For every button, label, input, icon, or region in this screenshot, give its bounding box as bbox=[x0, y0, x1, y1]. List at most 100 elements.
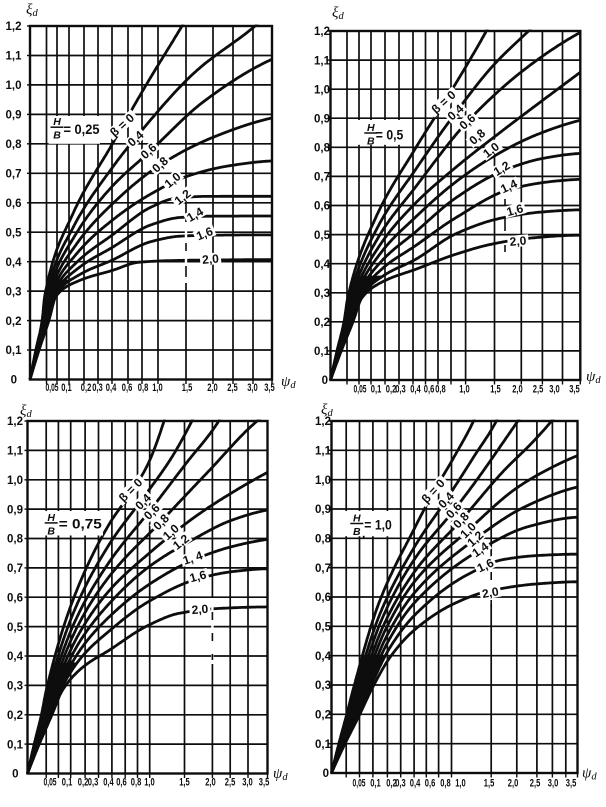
svg-text:0,6: 0,6 bbox=[314, 201, 330, 213]
svg-text:0,1: 0,1 bbox=[6, 345, 23, 357]
svg-text:0,8: 0,8 bbox=[131, 777, 142, 789]
svg-text:0,4: 0,4 bbox=[103, 777, 114, 789]
svg-text:0,4: 0,4 bbox=[410, 777, 421, 789]
svg-text:0,4: 0,4 bbox=[7, 651, 24, 663]
svg-text:2,5: 2,5 bbox=[225, 777, 236, 789]
svg-text:0,05: 0,05 bbox=[354, 384, 367, 396]
svg-text:1,1: 1,1 bbox=[6, 51, 23, 63]
svg-text:1,0: 1,0 bbox=[152, 382, 163, 394]
svg-text:0,3: 0,3 bbox=[395, 777, 406, 789]
svg-text:= 1,0: = 1,0 bbox=[364, 517, 392, 533]
svg-text:0,7: 0,7 bbox=[7, 563, 23, 575]
svg-text:0,1: 0,1 bbox=[315, 739, 332, 751]
svg-text:0,6: 0,6 bbox=[424, 384, 435, 396]
svg-text:0,7: 0,7 bbox=[314, 172, 330, 184]
svg-text:0,2: 0,2 bbox=[78, 777, 89, 789]
svg-text:2,5: 2,5 bbox=[530, 777, 541, 789]
svg-text:0,5: 0,5 bbox=[315, 622, 332, 634]
svg-text:1,2: 1,2 bbox=[314, 26, 330, 38]
svg-text:0,1: 0,1 bbox=[371, 384, 382, 396]
svg-text:0,05: 0,05 bbox=[46, 382, 59, 394]
svg-text:1,6: 1,6 bbox=[194, 224, 215, 243]
svg-text:2,0: 2,0 bbox=[202, 251, 220, 266]
svg-text:0,4: 0,4 bbox=[315, 651, 332, 663]
svg-text:0,4: 0,4 bbox=[410, 384, 421, 396]
svg-text:0,8: 0,8 bbox=[7, 534, 24, 546]
svg-text:0,9: 0,9 bbox=[7, 504, 23, 516]
svg-text:0,5: 0,5 bbox=[7, 622, 24, 634]
svg-text:0,3: 0,3 bbox=[395, 384, 406, 396]
svg-text:1,6: 1,6 bbox=[505, 201, 525, 219]
svg-text:0,2: 0,2 bbox=[314, 317, 330, 329]
svg-text:3,5: 3,5 bbox=[566, 777, 577, 789]
svg-text:1,0: 1,0 bbox=[459, 384, 470, 396]
svg-text:1,1: 1,1 bbox=[7, 446, 24, 458]
svg-text:3,0: 3,0 bbox=[548, 777, 559, 789]
svg-text:1,0: 1,0 bbox=[7, 475, 23, 487]
svg-text:0,6: 0,6 bbox=[116, 777, 127, 789]
svg-text:1,0: 1,0 bbox=[314, 84, 330, 96]
svg-text:0,9: 0,9 bbox=[314, 114, 330, 126]
svg-text:0,6: 0,6 bbox=[122, 382, 133, 394]
svg-text:= 0,5: = 0,5 bbox=[376, 126, 404, 142]
svg-text:1,5: 1,5 bbox=[490, 384, 501, 396]
svg-text:2,0: 2,0 bbox=[207, 382, 218, 394]
svg-text:H: H bbox=[367, 122, 375, 134]
svg-text:1,6: 1,6 bbox=[188, 567, 208, 585]
svg-text:0,5: 0,5 bbox=[314, 230, 331, 242]
svg-text:0,9: 0,9 bbox=[6, 110, 22, 122]
svg-text:1,1: 1,1 bbox=[315, 446, 332, 458]
svg-text:1,5: 1,5 bbox=[484, 777, 495, 789]
svg-text:0,6: 0,6 bbox=[7, 593, 23, 605]
svg-text:0,8: 0,8 bbox=[6, 139, 23, 151]
svg-text:0,4: 0,4 bbox=[6, 257, 23, 269]
svg-text:0,2: 0,2 bbox=[6, 316, 22, 328]
svg-text:0,3: 0,3 bbox=[7, 681, 23, 693]
svg-text:0,2: 0,2 bbox=[7, 710, 23, 722]
svg-text:1,0: 1,0 bbox=[315, 475, 331, 487]
svg-text:0,3: 0,3 bbox=[314, 288, 330, 300]
svg-text:B: B bbox=[353, 526, 361, 538]
svg-text:0,7: 0,7 bbox=[6, 169, 22, 181]
svg-text:0,4: 0,4 bbox=[314, 259, 331, 271]
svg-text:0,2: 0,2 bbox=[315, 710, 331, 722]
svg-text:1, 4: 1, 4 bbox=[181, 548, 205, 568]
svg-text:2,0: 2,0 bbox=[205, 777, 216, 789]
svg-text:0: 0 bbox=[11, 375, 17, 387]
svg-text:0,2: 0,2 bbox=[81, 382, 92, 394]
svg-text:0,6: 0,6 bbox=[315, 592, 331, 604]
svg-text:= 0,25: = 0,25 bbox=[64, 121, 100, 137]
svg-text:1,5: 1,5 bbox=[179, 777, 190, 789]
svg-text:0,2: 0,2 bbox=[386, 384, 397, 396]
svg-text:2,5: 2,5 bbox=[227, 382, 238, 394]
svg-text:H: H bbox=[47, 512, 55, 524]
svg-text:3,0: 3,0 bbox=[247, 382, 258, 394]
svg-text:3,5: 3,5 bbox=[264, 382, 275, 394]
svg-text:0,9: 0,9 bbox=[315, 504, 331, 516]
svg-text:1,2: 1,2 bbox=[6, 21, 22, 33]
svg-text:2,0: 2,0 bbox=[481, 584, 500, 601]
svg-text:3,0: 3,0 bbox=[242, 777, 253, 789]
svg-text:0: 0 bbox=[12, 769, 18, 781]
svg-text:2,5: 2,5 bbox=[533, 384, 544, 396]
svg-text:1,1: 1,1 bbox=[314, 55, 331, 67]
svg-text:2,0: 2,0 bbox=[509, 233, 527, 248]
svg-text:0,1: 0,1 bbox=[61, 382, 71, 394]
svg-text:H: H bbox=[53, 116, 61, 128]
svg-text:0,2: 0,2 bbox=[386, 777, 397, 789]
svg-text:1,0: 1,0 bbox=[455, 777, 466, 789]
svg-text:0: 0 bbox=[323, 768, 329, 780]
svg-text:2,0: 2,0 bbox=[191, 602, 209, 617]
svg-text:0,8: 0,8 bbox=[138, 382, 149, 394]
svg-text:0,05: 0,05 bbox=[44, 777, 57, 789]
svg-text:0,8: 0,8 bbox=[315, 534, 332, 546]
svg-text:0,7: 0,7 bbox=[315, 563, 331, 575]
svg-text:0,1: 0,1 bbox=[370, 777, 381, 789]
svg-text:0,8: 0,8 bbox=[440, 777, 451, 789]
svg-text:0,1: 0,1 bbox=[314, 346, 331, 358]
svg-text:1,0: 1,0 bbox=[144, 777, 155, 789]
svg-text:B: B bbox=[53, 130, 61, 142]
svg-text:0,6: 0,6 bbox=[425, 777, 436, 789]
svg-text:0,8: 0,8 bbox=[435, 384, 446, 396]
svg-text:B: B bbox=[47, 525, 55, 537]
